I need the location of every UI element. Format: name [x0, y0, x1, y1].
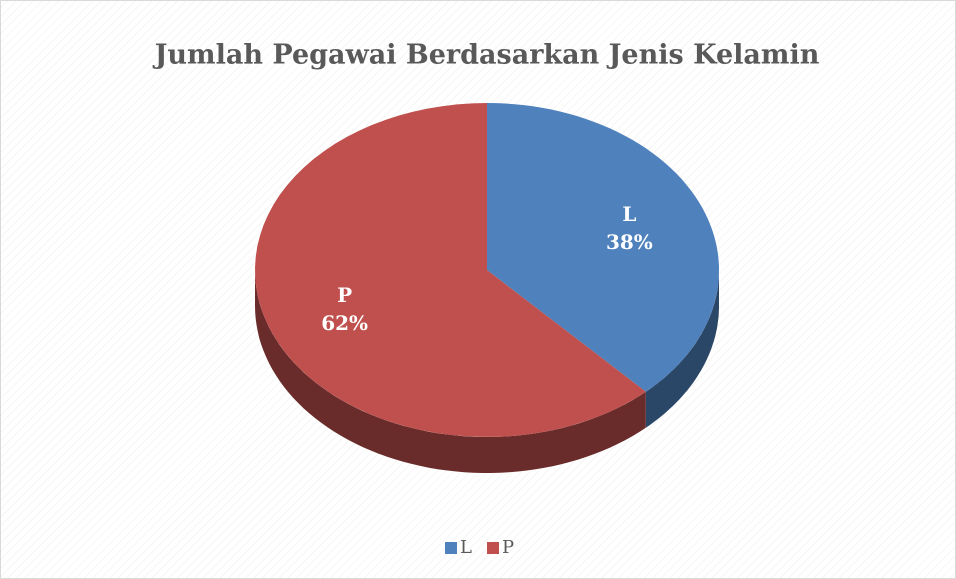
legend-swatch	[445, 542, 457, 554]
legend-label: P	[502, 537, 514, 558]
slice-category-label: L	[622, 202, 636, 226]
pie-slice-side	[255, 270, 646, 473]
slice-category-label: P	[337, 283, 352, 307]
pie-slice	[255, 103, 646, 437]
pie-slice-side	[645, 270, 719, 428]
chart-title: Jumlah Pegawai Berdasarkan Jenis Kelamin	[153, 40, 820, 71]
legend-swatch	[487, 542, 499, 554]
pie-slice	[487, 103, 719, 392]
slice-value-label: 62%	[321, 311, 368, 335]
slice-value-label: 38%	[606, 230, 653, 254]
legend-label: L	[460, 537, 472, 558]
